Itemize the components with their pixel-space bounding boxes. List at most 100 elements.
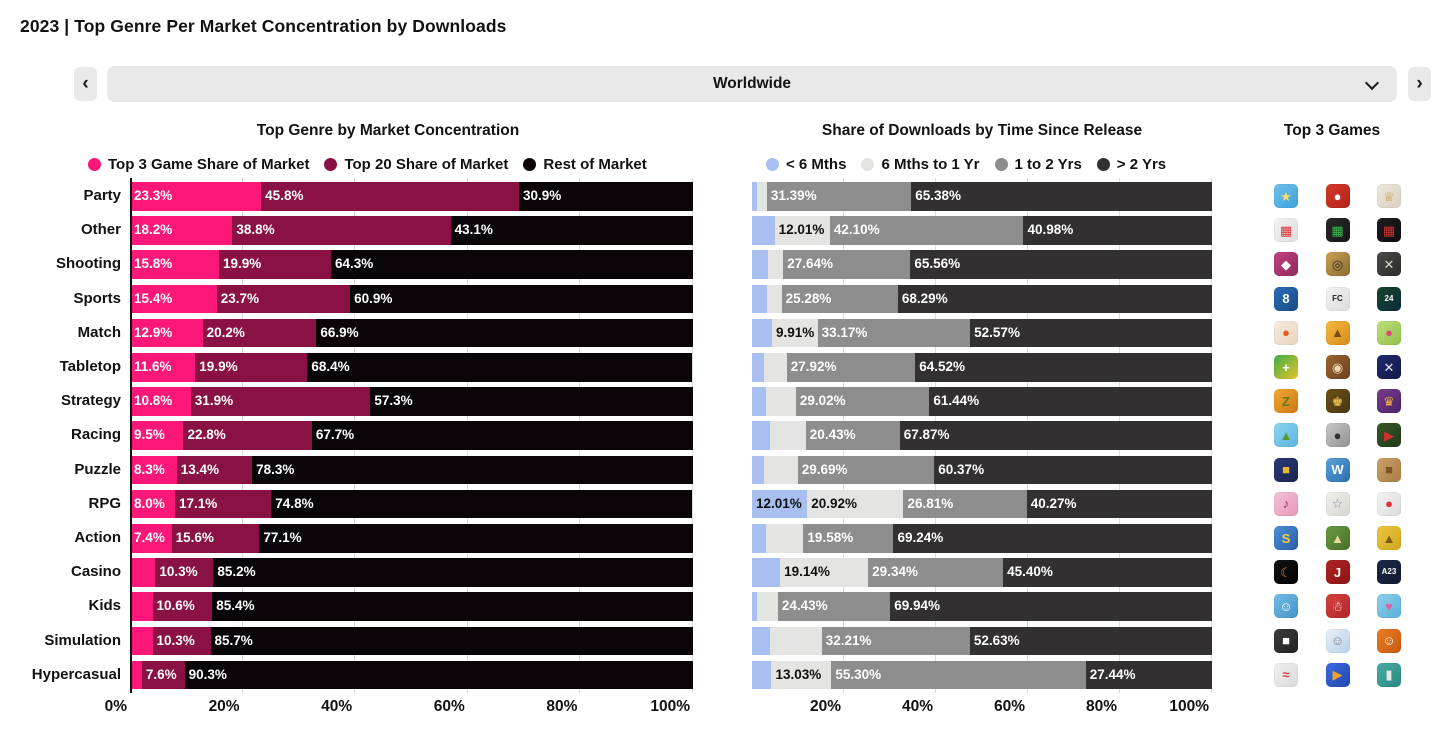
x-tick-label: 80% [546,698,578,715]
segment-label: 17.1% [179,495,218,511]
time-since-release-chart: 31.39% 65.38% 12.01% 42.10% 40.98% 27.64% 65.5… [752,178,1212,715]
game-icon-casino-1: ☾ [1274,560,1298,585]
bar-segment-2-yrs: 69.94% [890,592,1212,621]
segment-label: 10.3% [159,564,198,580]
top3-games-title: Top 3 Games [1283,122,1381,139]
segment-label: 15.6% [175,530,214,545]
bar-segment-1-to-2-yrs: 27.64% [783,250,911,279]
x-tick-label: 40% [901,698,933,715]
prev-market-button[interactable]: ‹ [74,67,97,101]
bar-segment-rest-of-market: 68.4% [307,353,693,382]
bar-segment-1-to-2-yrs: 31.39% [766,182,912,211]
segment-label: 27.64% [787,256,834,272]
x-tick-label: 60% [993,698,1025,715]
game-icon-party-3: ♕ [1377,184,1401,208]
segment-label: 66.9% [320,324,359,340]
bar-segment-top-3-game-share-of-market [130,558,156,587]
bar-segment-rest-of-market: 90.3% [184,660,693,690]
genre-label-other: Other [80,221,121,239]
segment-label: 74.8% [275,495,314,511]
bar-row-casino: 10.3% 85.2% [130,558,693,587]
legend-dot-icon [324,158,338,171]
game-icon-glyph: ● [1282,325,1290,341]
game-icon-other-1: ▦ [1274,218,1298,243]
segment-label: 33.17% [821,324,868,340]
game-icon-action-2: ▲ [1325,526,1350,550]
next-market-button[interactable]: › [1408,67,1431,101]
segment-label: 67.87% [903,427,950,443]
game-icon-action-3: ▲ [1377,526,1401,550]
bar-row-tabletop: 11.6% 19.9% 68.4% [130,353,693,382]
bar-row-hypercasual: 7.6% 90.3% [130,660,693,690]
bar-row-sports: 15.4% 23.7% 60.9% [130,284,693,314]
segment-label: 52.57% [974,324,1020,340]
segment-label: 45.8% [265,188,304,203]
bar-segment-6-mths-to-1-yr: 19.14% [780,558,869,587]
bar-segment-top-3-game-share-of-market [130,626,153,656]
bar-segment-2-yrs: 52.57% [970,318,1212,348]
legend-label: Top 3 Game Share of Market [108,156,310,173]
game-icon-party-2: ● [1325,184,1350,208]
segment-label: 45.40% [1007,564,1053,580]
bar-segment-1-to-2-yrs: 29.69% [797,455,935,485]
segment-label: 19.9% [222,256,262,272]
game-icon-shooting-3: ✕ [1377,252,1401,277]
bar-segment-rest-of-market: 85.2% [213,558,693,587]
game-icon-puzzle-3: ■ [1377,457,1401,482]
bar-segment-top-20-share-of-market: 10.6% [152,592,213,621]
bar-segment-2-yrs: 64.52% [915,353,1212,382]
segment-label: 19.58% [807,530,854,545]
genre-label-strategy: Strategy [60,392,121,410]
genre-label-party: Party [83,187,121,204]
bar-segment-top-20-share-of-market: 22.8% [183,421,312,450]
segment-label: 31.39% [770,188,817,203]
segment-label: 64.3% [334,256,374,272]
bar-segment-rest-of-market: 43.1% [450,216,693,245]
segment-label: 29.69% [801,461,848,477]
game-icon-strategy-3: ♛ [1377,389,1401,414]
segment-label: 9.5% [134,427,165,443]
bar-segment-1-to-2-yrs: 29.02% [795,387,930,416]
segment-label: 9.91% [776,324,815,340]
bar-segment-6-mths-to-1-yr: 13.03% [771,660,832,690]
game-icon-action-1: S [1274,526,1298,550]
game-icon-glyph: ☆ [1331,496,1344,512]
game-icon-glyph: ◉ [1331,359,1344,375]
game-icon-shooting-2: ◎ [1325,252,1350,277]
x-tick-label: 60% [433,698,465,715]
market-select[interactable]: Worldwide [107,66,1397,102]
bar-row-simulation: 32.21% 52.63% [752,626,1212,656]
segment-label: 90.3% [188,666,227,682]
bar-row-tabletop: 27.92% 64.52% [752,353,1212,382]
game-icon-puzzle-2: W [1325,457,1350,482]
legend-dot-icon [766,158,779,171]
bar-segment-6-mths [752,182,757,211]
bar-segment-rest-of-market: 64.3% [330,250,693,279]
legend-item-1-to-2-yrs: 1 to 2 Yrs [994,156,1082,173]
bar-segment-top-3-game-share-of-market: 8.3% [130,455,177,485]
segment-label: 10.6% [156,598,195,614]
game-icon-glyph: ★ [1280,188,1292,204]
bar-row-shooting: 27.64% 65.56% [752,250,1212,279]
segment-label: 77.1% [263,530,302,545]
game-icon-glyph: ▮ [1385,667,1393,683]
bar-segment-top-3-game-share-of-market: 15.8% [130,250,219,279]
segment-label: 20.43% [809,427,856,443]
bar-segment-rest-of-market: 66.9% [316,318,693,348]
game-icon-strategy-1: Z [1274,389,1298,414]
game-icon-glyph: + [1282,359,1290,375]
bar-segment-6-mths [752,592,757,621]
bar-segment-top-20-share-of-market: 10.3% [155,558,214,587]
game-icon-glyph: ● [1333,188,1342,204]
bar-segment-6-mths-to-1-yr: 12.01% [774,216,830,245]
segment-label: 7.6% [145,666,177,682]
segment-label: 29.34% [872,564,918,580]
bar-segment-6-mths [752,558,781,587]
bar-segment-1-to-2-yrs: 55.30% [831,660,1086,690]
game-icon-glyph: ◎ [1331,256,1344,272]
bar-segment-top-3-game-share-of-market: 23.3% [130,182,262,211]
game-icon-glyph: ☺ [1279,598,1293,614]
bar-segment-6-mths-to-1-yr [756,592,778,621]
bar-row-puzzle: 29.69% 60.37% [752,455,1212,485]
game-icon-kids-2: ☃ [1325,594,1350,619]
